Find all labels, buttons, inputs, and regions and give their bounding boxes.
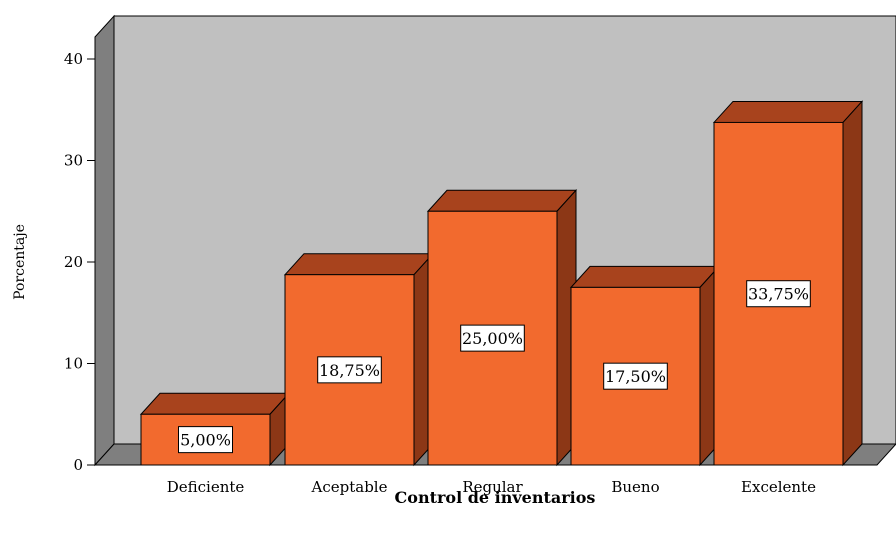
x-axis: Deficiente Aceptable Regular Bueno Excelente (167, 478, 816, 496)
y-tick-label: 40 (64, 50, 83, 68)
bar-top-face (712, 100, 864, 123)
data-label: 33,75% (748, 285, 809, 304)
bars: 5,00% 18,75% 25,00% 17,50% 33,75% (139, 100, 864, 467)
bar-side-face (842, 100, 863, 467)
bar-top-face (283, 253, 435, 276)
bar: 25,00% (426, 188, 578, 467)
data-label-box (317, 356, 382, 384)
plot-left-wall (94, 14, 115, 467)
x-category-label: Regular (462, 478, 523, 496)
bar-top-face (139, 392, 291, 415)
y-tick-label: 30 (64, 152, 83, 170)
y-tick-label: 0 (73, 456, 83, 474)
data-label-box (746, 280, 811, 308)
y-axis: 0 10 20 30 40 (64, 50, 96, 474)
data-label-box (603, 362, 668, 390)
x-category-label: Excelente (741, 478, 816, 496)
x-category-label: Deficiente (167, 478, 245, 496)
y-axis-title: Porcentaje (12, 224, 28, 300)
data-label-box (460, 324, 525, 352)
x-axis-title: Control de inventarios (395, 488, 596, 507)
data-label: 17,50% (605, 367, 666, 386)
bar: 33,75% (712, 100, 864, 467)
data-label-box (178, 426, 233, 454)
bar: 18,75% (283, 252, 435, 467)
y-tick-label: 10 (64, 355, 83, 373)
y-tick-label: 20 (64, 253, 83, 271)
data-label: 5,00% (180, 431, 231, 450)
bar: 5,00% (139, 391, 291, 467)
data-label: 25,00% (462, 329, 523, 348)
bar: 17,50% (569, 265, 721, 467)
x-category-label: Bueno (611, 478, 659, 496)
bar-top-face (426, 189, 578, 212)
bar-top-face (569, 265, 721, 288)
data-label: 18,75% (319, 361, 380, 380)
x-category-label: Aceptable (311, 478, 388, 496)
